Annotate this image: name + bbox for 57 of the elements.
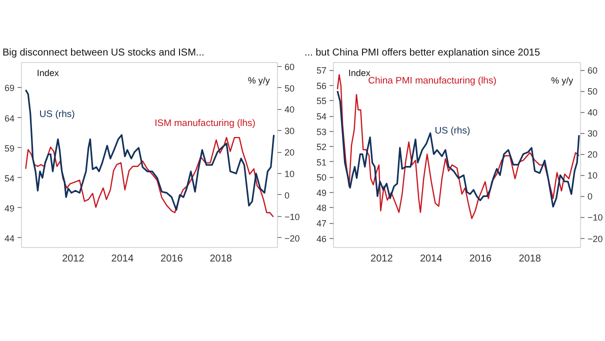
y-axis-title: Index <box>348 68 371 78</box>
x-tick-label: 2014 <box>111 254 134 264</box>
series-label: US (rhs) <box>434 125 470 136</box>
line-series <box>336 90 580 208</box>
y-tick-label: 57 <box>316 66 327 76</box>
y-tick-label: 46 <box>316 234 327 244</box>
y2-tick-label: 40 <box>588 108 598 118</box>
y2-tick-label: 60 <box>284 62 295 72</box>
series-label: US (rhs) <box>39 108 75 120</box>
y-tick-label: 54 <box>316 112 327 122</box>
y2-tick-label: 0 <box>588 192 593 202</box>
y2-tick-label: −10 <box>588 212 603 223</box>
y-tick-label: 52 <box>316 142 327 152</box>
y-tick-label: 47 <box>316 218 327 229</box>
chart-title: Big disconnect between US stocks and ISM... <box>2 48 204 58</box>
y-tick-label: 54 <box>4 173 15 184</box>
y2-tick-label: 30 <box>588 128 598 139</box>
y2-tick-label: 30 <box>284 126 295 136</box>
y-tick-label: 56 <box>316 80 327 91</box>
y2-tick-label: −20 <box>284 233 300 244</box>
y-tick-label: 64 <box>4 113 15 124</box>
x-tick-label: 2016 <box>160 254 184 264</box>
y2-axis-title: % y/y <box>248 75 270 86</box>
y2-axis-title: % y/y <box>551 75 574 86</box>
y2-tick-label: 50 <box>588 86 598 97</box>
y2-tick-label: 0 <box>284 190 290 200</box>
y-tick-label: 69 <box>4 83 15 94</box>
y-axis-title: Index <box>36 68 60 78</box>
y2-tick-label: 40 <box>284 104 295 115</box>
series-label: ISM manufacturing (lhs) <box>154 118 256 129</box>
x-tick-label: 2018 <box>518 254 542 264</box>
x-tick-label: 2016 <box>469 254 492 264</box>
y-tick-label: 44 <box>4 233 15 244</box>
y-tick-label: 49 <box>316 188 327 198</box>
chart-title: ... but China PMI offers better explanation since 2015 <box>304 48 540 58</box>
y2-tick-label: 10 <box>588 170 598 181</box>
y-tick-label: 55 <box>316 96 327 106</box>
series-label: China PMI manufacturing (lhs) <box>368 75 496 86</box>
y2-tick-label: −10 <box>284 212 300 222</box>
y2-tick-label: 50 <box>284 83 295 94</box>
y2-tick-label: 20 <box>588 150 598 160</box>
y-tick-label: 51 <box>316 157 327 168</box>
y-tick-label: 49 <box>4 203 15 214</box>
x-tick-label: 2014 <box>420 254 443 264</box>
y-tick-label: 53 <box>316 126 327 137</box>
y-tick-label: 50 <box>316 172 327 183</box>
x-tick-label: 2018 <box>210 254 232 264</box>
x-tick-label: 2012 <box>370 254 394 264</box>
y2-tick-label: 10 <box>284 169 295 180</box>
y2-tick-label: 20 <box>284 148 295 158</box>
line-series <box>25 136 274 218</box>
y2-tick-label: 60 <box>588 66 598 76</box>
y2-tick-label: −20 <box>588 234 603 244</box>
y-tick-label: 59 <box>4 143 15 154</box>
x-tick-label: 2012 <box>62 254 85 264</box>
line-series <box>24 89 275 211</box>
y-tick-label: 48 <box>316 203 327 214</box>
